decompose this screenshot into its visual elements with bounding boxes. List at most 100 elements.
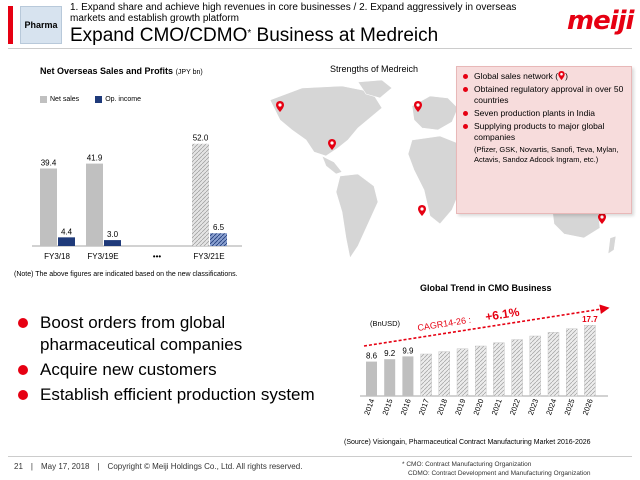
cmo-year-label: 2018 bbox=[435, 398, 449, 417]
op-income-label: 4.4 bbox=[61, 227, 73, 236]
cmo-value-label: 9.9 bbox=[402, 346, 414, 355]
legend-op-income: Op. income bbox=[105, 96, 141, 103]
cagr-arrow bbox=[363, 304, 610, 347]
cmo-value-label: 9.2 bbox=[384, 349, 396, 358]
strength-item: Obtained regulatory approval in over 50 … bbox=[463, 84, 625, 106]
sales-legend: Net sales Op. income bbox=[40, 96, 141, 103]
pin-icon bbox=[414, 101, 422, 112]
cmo-bar bbox=[529, 335, 542, 397]
meiji-logo: meiji bbox=[567, 6, 634, 36]
strength-item: Seven production plants in India bbox=[463, 108, 625, 119]
greenland-shape bbox=[357, 79, 393, 99]
header-divider bbox=[8, 48, 632, 49]
north-america-shape bbox=[269, 85, 383, 157]
cmo-year-label: 2019 bbox=[453, 398, 467, 417]
bullet-list: Boost orders from global pharmaceutical … bbox=[18, 312, 318, 409]
south-america-shape bbox=[335, 173, 379, 259]
strength-item: Supplying products to major global compa… bbox=[463, 121, 625, 143]
page-title: Expand CMO/CDMO* Business at Medreich bbox=[70, 25, 439, 46]
pin-icon bbox=[598, 213, 606, 224]
cmo-year-label: 2021 bbox=[490, 398, 504, 417]
cmo-year-label: 2024 bbox=[544, 398, 558, 417]
page-number: 21 bbox=[14, 462, 23, 471]
cmo-bar bbox=[511, 339, 523, 397]
page-subtitle: 1. Expand share and achieve high revenue… bbox=[70, 2, 517, 24]
pin-icon bbox=[418, 205, 426, 216]
footer-date: May 17, 2018 bbox=[40, 462, 90, 471]
cmo-bar-chart: (BnUSD) 8.6 2014 9.2 2015 9.9 2016 2017 2018 201… bbox=[360, 304, 610, 417]
legend-net-sales-swatch bbox=[40, 96, 47, 103]
cmo-value-label: 17.7 bbox=[582, 315, 598, 324]
footnote: * CMO: Contract Manufacturing Organizati… bbox=[402, 461, 591, 477]
op-income-label: 3.0 bbox=[107, 230, 119, 239]
cmo-bar bbox=[384, 359, 396, 396]
op-income-label: 6.5 bbox=[213, 223, 225, 232]
footer-copyright: Copyright © Meiji Holdings Co., Ltd. All… bbox=[107, 462, 303, 471]
bullet-dot-icon bbox=[18, 365, 28, 375]
strengths-box: Global sales network () Obtained regulat… bbox=[456, 66, 632, 214]
cmo-year-label: 2015 bbox=[380, 398, 394, 417]
bullet-dot-icon bbox=[463, 87, 468, 92]
cmo-year-label: 2014 bbox=[362, 398, 376, 417]
cmo-bar bbox=[584, 325, 596, 397]
cmo-bar bbox=[402, 356, 414, 396]
cmo-year-label: 2026 bbox=[581, 398, 595, 417]
strength-item: Global sales network () bbox=[463, 71, 625, 82]
cmo-bar bbox=[456, 348, 469, 397]
sales-category-label: ••• bbox=[153, 252, 162, 261]
sales-category-label: FY3/21E bbox=[193, 252, 224, 261]
sales-category-label: FY3/19E bbox=[87, 252, 118, 261]
footer: 21 | May 17, 2018 | Copyright © Meiji Holdin… bbox=[14, 462, 303, 471]
op-income-bar bbox=[58, 237, 75, 246]
pin-icon bbox=[328, 139, 336, 150]
sales-chart-title: Net Overseas Sales and Profits (JPY bn) bbox=[40, 66, 203, 76]
bullet-item: Establish efficient production system bbox=[18, 384, 318, 406]
legend-op-income-swatch bbox=[95, 96, 103, 103]
cmo-chart-title: Global Trend in CMO Business bbox=[420, 283, 552, 293]
sales-category-label: FY3/18 bbox=[44, 252, 70, 261]
cmo-bar bbox=[366, 361, 377, 396]
pin-icon bbox=[558, 71, 565, 80]
footer-divider bbox=[8, 456, 632, 457]
cmo-unit: (BnUSD) bbox=[370, 319, 401, 328]
net-sales-bar bbox=[86, 163, 103, 246]
central-america-shape bbox=[321, 155, 343, 175]
cmo-year-label: 2017 bbox=[417, 398, 431, 417]
cmo-year-label: 2025 bbox=[562, 398, 576, 417]
bullet-item: Acquire new customers bbox=[18, 359, 318, 381]
bullet-dot-icon bbox=[463, 111, 468, 116]
cagr-value: +6.1% bbox=[484, 305, 520, 324]
cmo-bar bbox=[438, 351, 451, 397]
net-sales-label: 39.4 bbox=[41, 159, 57, 168]
pin-icon bbox=[276, 101, 284, 112]
op-income-bar bbox=[210, 233, 227, 246]
net-sales-label: 52.0 bbox=[193, 134, 209, 143]
cmo-year-label: 2023 bbox=[526, 398, 540, 417]
bullet-dot-icon bbox=[18, 390, 28, 400]
cmo-year-label: 2020 bbox=[471, 398, 485, 417]
net-sales-label: 41.9 bbox=[87, 154, 103, 163]
cmo-source: (Source) Visiongain, Pharmaceutical Cont… bbox=[344, 439, 591, 446]
cmo-value-label: 8.6 bbox=[366, 352, 378, 361]
sales-bar-chart: 39.4 4.4 FY3/18 41.9 3.0 FY3/19E ••• 52.0 6.5 FY3… bbox=[32, 134, 242, 261]
europe-shape bbox=[411, 95, 459, 131]
sales-note: (Note) The above figures are indicated b… bbox=[14, 271, 238, 278]
bullet-dot-icon bbox=[463, 124, 468, 129]
cmo-year-label: 2016 bbox=[399, 398, 413, 417]
header-accent-bar bbox=[8, 6, 13, 44]
bullet-item: Boost orders from global pharmaceutical … bbox=[18, 312, 318, 356]
section-tag: Pharma bbox=[20, 6, 62, 44]
net-sales-bar bbox=[192, 143, 209, 246]
cmo-bar bbox=[493, 342, 505, 397]
cmo-year-label: 2022 bbox=[508, 398, 522, 417]
op-income-bar bbox=[104, 240, 121, 246]
strength-companies: (Pfizer, GSK, Novartis, Sanofi, Teva, My… bbox=[474, 145, 619, 164]
cmo-bar bbox=[547, 332, 560, 397]
cmo-bar bbox=[474, 345, 487, 397]
cmo-bar bbox=[420, 353, 432, 397]
strengths-label: Strengths of Medreich bbox=[330, 64, 419, 74]
new-zealand-shape bbox=[607, 235, 617, 255]
net-sales-bar bbox=[40, 168, 57, 246]
bullet-dot-icon bbox=[463, 74, 468, 79]
bullet-dot-icon bbox=[18, 318, 28, 328]
